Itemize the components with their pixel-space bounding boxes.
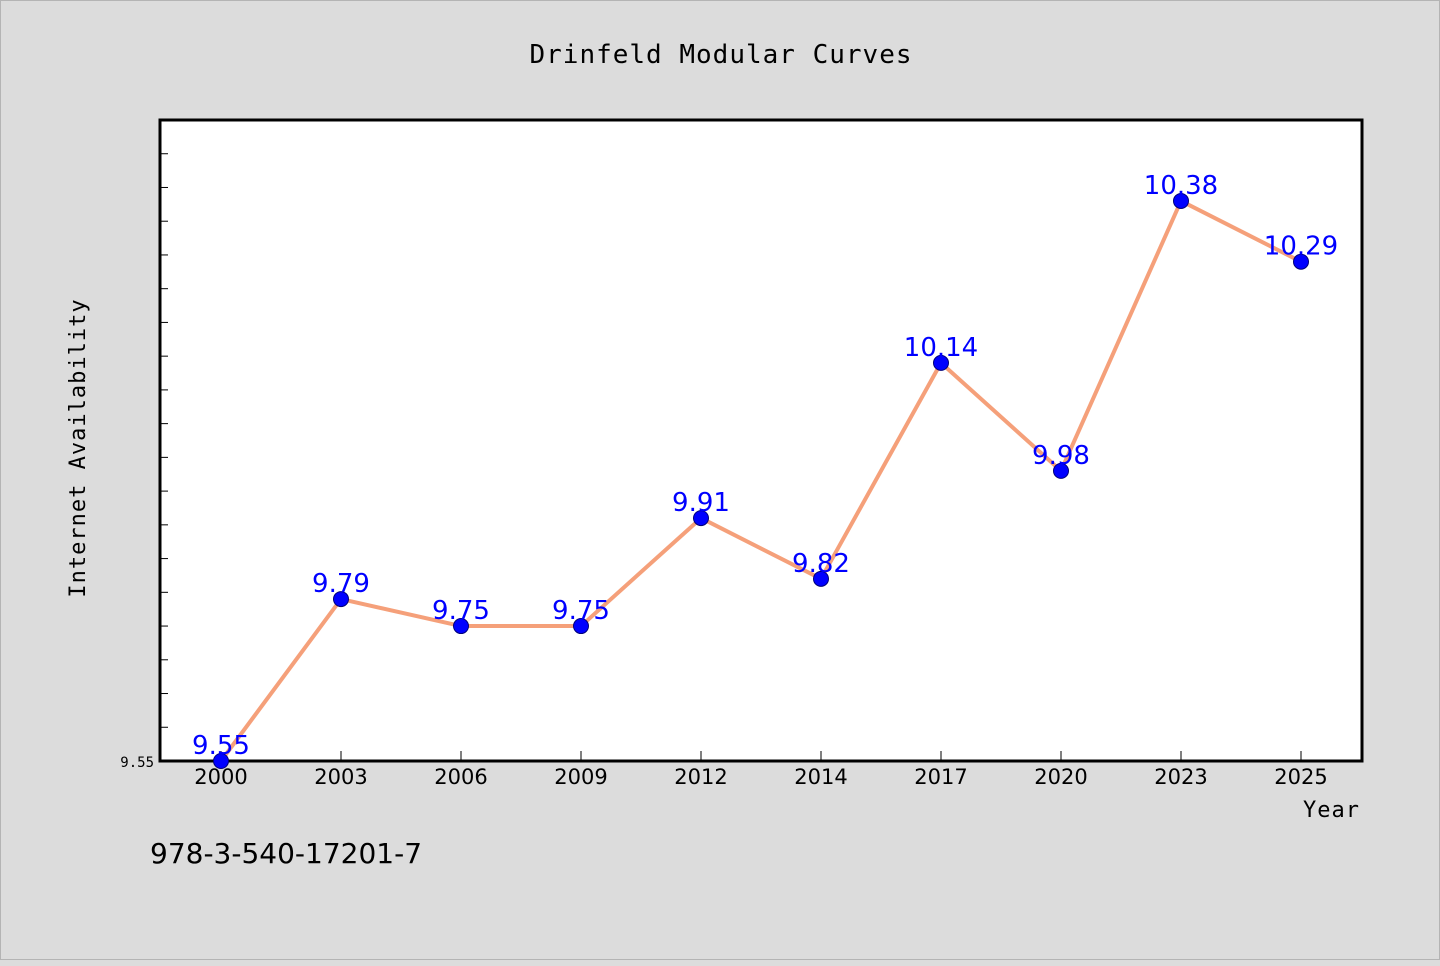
y-axis-label: Internet Availability	[66, 298, 91, 597]
data-label: 10.38	[1144, 171, 1218, 201]
data-point	[693, 510, 709, 527]
x-tick-label: 2003	[314, 765, 367, 789]
data-point	[333, 591, 349, 608]
data-points	[213, 192, 1309, 769]
y-axis-ticks	[160, 153, 168, 728]
data-label: 9.98	[1032, 441, 1090, 471]
x-tick-label: 2025	[1274, 765, 1327, 789]
data-point	[813, 570, 829, 587]
data-point	[213, 753, 229, 769]
x-tick-label: 2014	[794, 765, 847, 789]
x-tick-label: 2020	[1034, 765, 1087, 789]
data-point	[1173, 192, 1189, 209]
data-point	[1053, 462, 1069, 479]
x-tick-label: 2012	[674, 765, 727, 789]
data-label: 9.55	[192, 731, 250, 761]
x-tick-label: 2006	[434, 765, 487, 789]
chart-title: Drinfeld Modular Curves	[529, 40, 912, 70]
series-line	[219, 198, 1302, 763]
data-label: 9.75	[552, 596, 610, 626]
y-tick-label: 9.55	[120, 755, 154, 771]
data-label: 10.29	[1264, 232, 1338, 262]
x-axis-label: Year	[1303, 798, 1360, 823]
x-axis-tick-labels: 2000 2003 2006 2009 2012 2014 2017 2020 2023 2025	[194, 765, 1327, 789]
data-point	[453, 618, 469, 635]
data-label: 9.82	[792, 549, 850, 579]
x-tick-label: 2009	[554, 765, 607, 789]
data-label: 9.75	[432, 596, 490, 626]
data-point	[573, 618, 589, 635]
x-tick-label: 2017	[914, 765, 967, 789]
x-tick-label: 2023	[1154, 765, 1207, 789]
data-labels: 9.55 9.79 9.75 9.75 9.91 9.82 10.14 9.98 10.38 10…	[192, 171, 1338, 761]
data-point	[1293, 253, 1309, 270]
plot-area	[158, 118, 1364, 763]
data-label: 10.14	[904, 333, 978, 363]
footer-isbn: 978-3-540-17201-7	[150, 837, 422, 870]
data-label: 9.91	[672, 488, 730, 518]
data-point	[933, 354, 949, 371]
data-label: 9.79	[312, 569, 370, 599]
